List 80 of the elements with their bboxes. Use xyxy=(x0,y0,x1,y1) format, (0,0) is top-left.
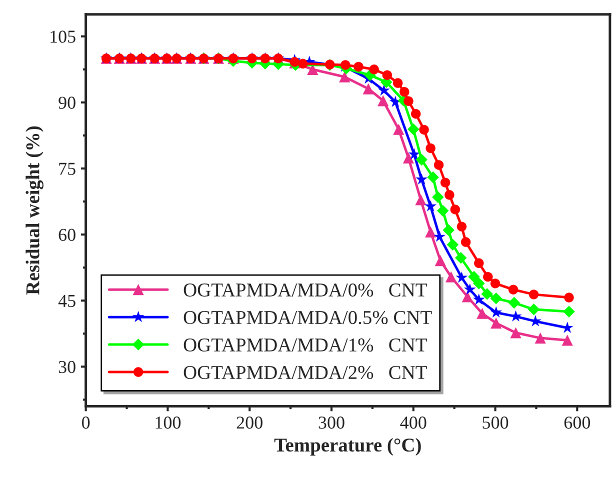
point xyxy=(298,58,308,69)
y-tick-label: 105 xyxy=(50,30,76,43)
point xyxy=(483,272,493,282)
point xyxy=(415,194,426,206)
point xyxy=(404,96,414,106)
point xyxy=(432,191,444,203)
point xyxy=(460,237,471,247)
y-tick-label: 30 xyxy=(58,360,76,374)
point xyxy=(508,284,518,294)
point xyxy=(427,171,439,184)
point xyxy=(434,160,444,170)
point xyxy=(434,254,446,266)
point xyxy=(468,270,480,283)
point xyxy=(510,327,522,338)
point xyxy=(462,291,473,302)
legend-label: OGTAPMDA/MDA/0.5% CNT xyxy=(184,310,432,324)
x-tick-label: 500 xyxy=(482,416,508,429)
point xyxy=(393,124,404,135)
point xyxy=(408,148,420,160)
point xyxy=(508,296,520,309)
point xyxy=(450,204,460,214)
point xyxy=(446,238,459,251)
point xyxy=(456,271,468,283)
point xyxy=(424,200,437,212)
point xyxy=(425,226,436,238)
point xyxy=(434,230,446,242)
point xyxy=(490,306,502,318)
point xyxy=(416,154,428,166)
point xyxy=(419,124,429,135)
point xyxy=(490,292,502,304)
x-tick-label: 600 xyxy=(564,416,590,429)
legend-label: OGTAPMDA/MDA/2% CNT xyxy=(184,366,427,380)
point xyxy=(354,62,364,72)
point xyxy=(410,109,421,119)
point xyxy=(472,293,485,305)
point xyxy=(442,224,454,236)
x-tick-label: 0 xyxy=(82,416,90,429)
point xyxy=(490,278,500,288)
point xyxy=(490,318,502,329)
y-tick-label: 60 xyxy=(58,228,76,241)
point xyxy=(444,190,454,200)
point xyxy=(378,84,390,96)
point xyxy=(473,278,485,290)
point xyxy=(416,173,428,185)
point xyxy=(562,334,573,346)
point xyxy=(400,86,410,97)
x-axis-title: Temperature (°C) xyxy=(274,438,421,456)
legend-label: OGTAPMDA/MDA/0% CNT xyxy=(184,283,427,297)
point xyxy=(408,123,420,136)
point xyxy=(476,308,488,319)
point xyxy=(528,304,540,316)
x-tick-label: 400 xyxy=(400,416,426,429)
point xyxy=(446,271,457,282)
point xyxy=(474,258,484,268)
x-tick-label: 100 xyxy=(156,416,181,429)
y-tick-label: 45 xyxy=(58,294,76,308)
legend-label: OGTAPMDA/MDA/1% CNT xyxy=(184,338,427,352)
x-tick-label: 200 xyxy=(236,416,262,429)
point xyxy=(440,178,450,188)
point xyxy=(455,252,467,264)
point xyxy=(339,71,350,82)
point xyxy=(528,290,539,300)
y-axis-title: Residual weight (%) xyxy=(26,126,44,295)
y-tick-label: 75 xyxy=(59,162,76,175)
point xyxy=(402,152,414,164)
y-tick-label: 90 xyxy=(58,96,76,109)
x-tick-label: 300 xyxy=(318,416,344,429)
point xyxy=(481,288,493,300)
point xyxy=(534,332,546,344)
point xyxy=(436,204,449,217)
point xyxy=(382,70,392,80)
point xyxy=(426,143,436,154)
point xyxy=(456,222,467,232)
point xyxy=(369,64,379,74)
point xyxy=(362,83,374,94)
point xyxy=(464,283,476,295)
point xyxy=(392,78,403,88)
point xyxy=(564,292,574,302)
point xyxy=(378,95,389,106)
point xyxy=(563,306,575,318)
